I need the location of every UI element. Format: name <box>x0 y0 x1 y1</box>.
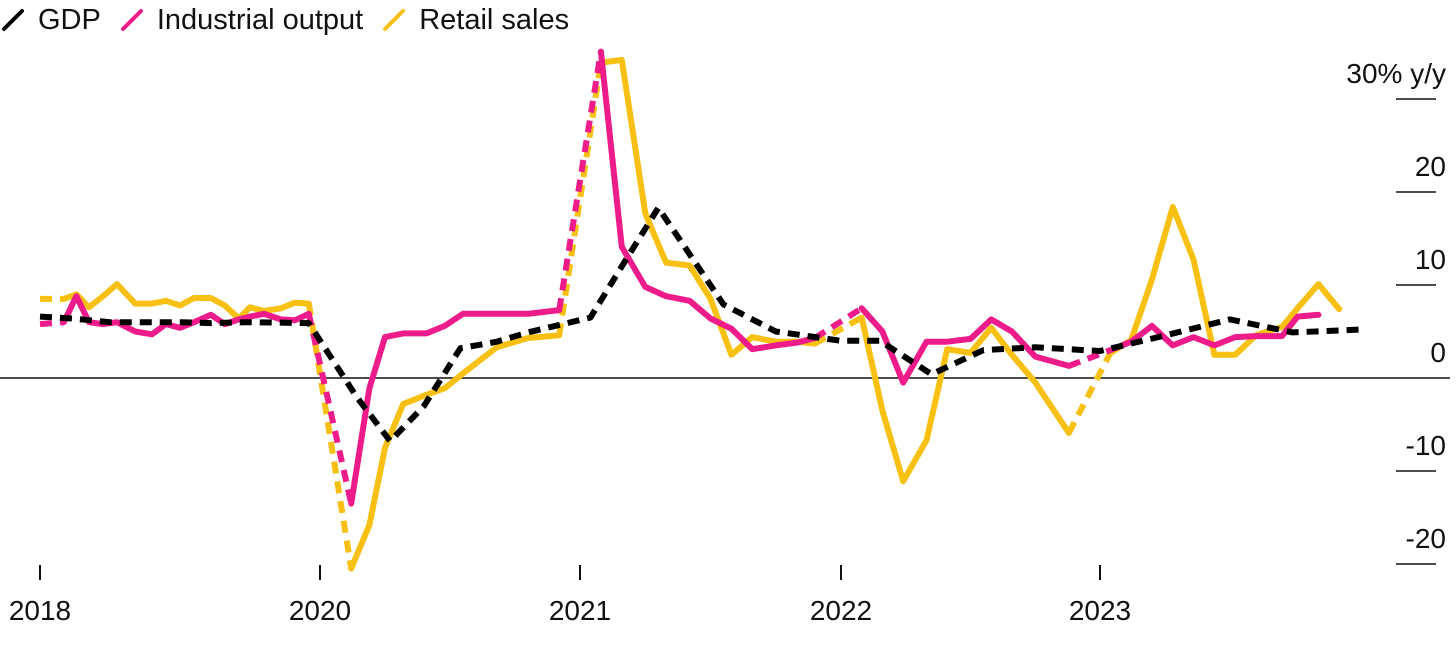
series-line-industrial-output-3 <box>348 307 563 507</box>
legend-item-industrial-output: Industrial output <box>119 4 363 37</box>
series-line-gdp-0 <box>39 204 1361 445</box>
legend-label-gdp: GDP <box>38 3 101 36</box>
legend-label-industrial-output: Industrial output <box>156 3 364 36</box>
y-tick-label-2: 10 <box>1415 244 1446 275</box>
series-line-retail-sales-9 <box>1107 203 1343 358</box>
legend-item-gdp: GDP <box>0 4 101 37</box>
series-line-industrial-output-5 <box>597 48 818 353</box>
legend-swatch-industrial-output <box>120 9 143 31</box>
series-line-retail-sales-3 <box>348 332 563 572</box>
series-group <box>39 48 1361 572</box>
series-line-industrial-output-0 <box>39 319 65 328</box>
series-line-industrial-output-2 <box>305 313 355 505</box>
series-line-retail-sales-5 <box>597 56 818 358</box>
legend-swatch-gdp <box>2 9 24 31</box>
legend-swatch-retail-sales <box>383 9 406 31</box>
legend-item-retail-sales: Retail sales <box>381 4 569 37</box>
series-line-retail-sales-1 <box>60 281 312 322</box>
series-line-retail-sales-7 <box>858 314 1072 485</box>
legend-label-retail-sales: Retail sales <box>419 3 570 36</box>
series-line-industrial-output-8 <box>1067 347 1112 369</box>
x-tick-label-4: 2023 <box>1069 595 1131 626</box>
y-tick-label-0: 30% y/y <box>1346 58 1446 89</box>
series-line-industrial-output-7 <box>858 305 1072 386</box>
x-tick-label-3: 2022 <box>810 595 872 626</box>
series-line-industrial-output-6 <box>813 305 864 341</box>
legend: GDP Industrial output Retail sales <box>0 0 587 40</box>
y-axis: 30% y/y 20 10 0 -10 -20 <box>1346 58 1446 565</box>
y-tick-label-5: -20 <box>1406 523 1446 554</box>
x-axis: 2018 2020 2021 2022 2023 <box>9 565 1131 626</box>
series-line-retail-sales-8 <box>1066 351 1114 435</box>
y-tick-label-3: 0 <box>1430 337 1446 368</box>
x-tick-label-2: 2021 <box>549 595 611 626</box>
x-tick-label-1: 2020 <box>289 595 351 626</box>
x-tick-label-0: 2018 <box>9 595 71 626</box>
y-tick-label-4: -10 <box>1406 430 1446 461</box>
series-line-retail-sales-2 <box>305 303 355 570</box>
y-tick-label-1: 20 <box>1415 151 1446 182</box>
series-line-retail-sales-6 <box>813 314 864 347</box>
series-line-industrial-output-4 <box>556 51 604 311</box>
